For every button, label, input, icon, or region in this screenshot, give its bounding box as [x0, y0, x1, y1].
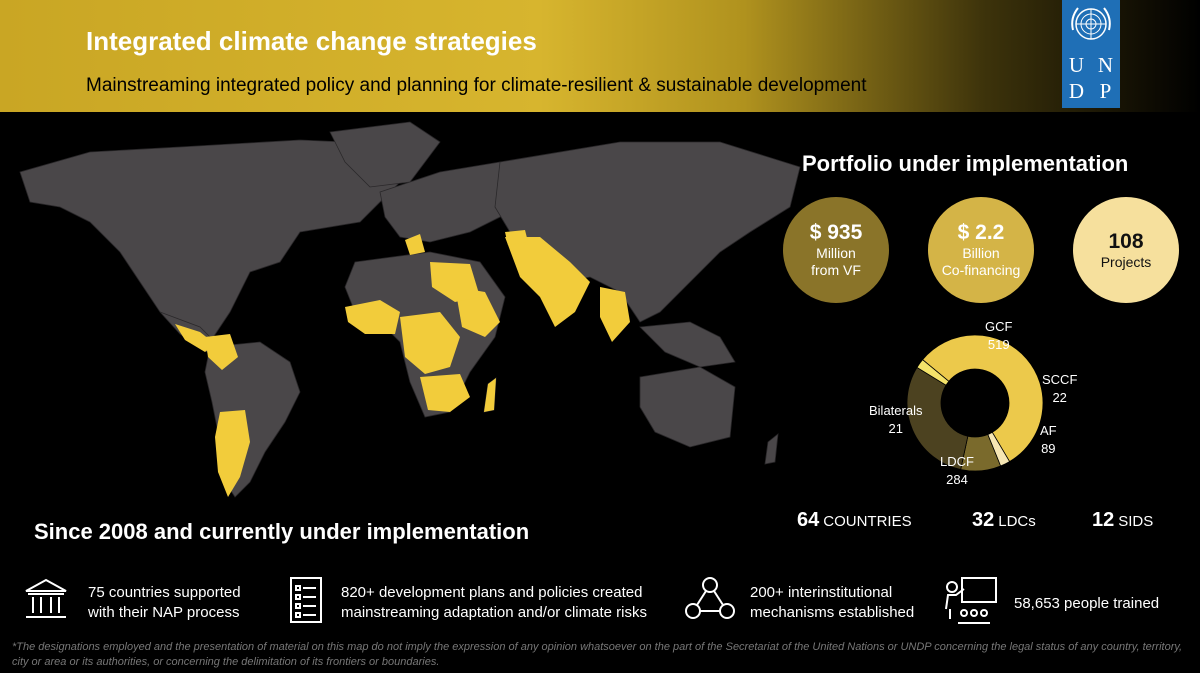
stat-label: LDCs: [998, 513, 1036, 530]
map-highlight-central-america: [175, 324, 215, 352]
map-highlight-madagascar: [484, 378, 496, 412]
donut-label-gcf: GCF 519: [985, 318, 1012, 354]
bubble-projects: 108 Projects: [1073, 197, 1179, 303]
map-disclaimer: *The designations employed and the prese…: [12, 641, 1183, 668]
undp-logo: U N D P: [1062, 0, 1120, 108]
feature-line1: 75 countries supported: [88, 584, 241, 601]
feature-line2: mechanisms established: [750, 604, 915, 621]
donut-label-name: GCF: [985, 319, 1013, 334]
feature-line1: 820+ development plans and policies crea…: [341, 584, 643, 601]
stat-value: 32: [972, 509, 995, 531]
bubble-vf-funding: $ 935 Million from VF: [783, 197, 889, 303]
donut-slice-ldcf: [906, 366, 969, 470]
logo-letter: D: [1068, 79, 1085, 103]
donut-slice-bilaterals: [916, 359, 950, 386]
map-australia: [639, 366, 736, 448]
funding-donut-chart: [906, 334, 1044, 472]
map-highlight-north-africa: [430, 262, 480, 302]
map-highlight-southern-africa: [420, 374, 470, 412]
feature-line1: 200+ interinstitutional: [750, 584, 893, 601]
bubble-cofinancing: $ 2.2 Billion Co-financing: [928, 197, 1034, 303]
portfolio-title: Portfolio under implementation: [802, 151, 1129, 176]
map-highlight-argentina: [215, 410, 250, 497]
feature-line1: 58,653 people trained: [1014, 595, 1160, 612]
donut-label-name: AF: [1040, 423, 1057, 438]
bubble-line1: Million: [816, 245, 856, 261]
map-highlight-colombia: [205, 334, 238, 370]
page-subtitle: Mainstreaming integrated policy and plan…: [86, 75, 867, 96]
page-title: Integrated climate change strategies: [86, 26, 537, 56]
network-people-icon: [685, 577, 735, 619]
bubble-line1: Projects: [1100, 253, 1152, 270]
stat-countries: 64 COUNTRIES: [797, 509, 912, 532]
donut-label-sccf: SCCF 22: [1042, 371, 1077, 407]
logo-letter: U: [1068, 53, 1085, 77]
un-emblem-icon: [1071, 7, 1111, 40]
map-highlight-southeast-asia: [600, 287, 630, 342]
header-banner: [0, 0, 1200, 112]
donut-label-ldcf: LDCF 284: [940, 453, 974, 489]
feature-line2: mainstreaming adaptation and/or climate …: [341, 604, 647, 621]
map-highlight-west-africa: [345, 300, 400, 334]
feature-line2: with their NAP process: [88, 604, 240, 621]
map-highlight-south-asia: [505, 237, 590, 327]
stat-value: 12: [1092, 509, 1115, 531]
bubble-value: $ 935: [809, 221, 863, 244]
training-icon: [945, 577, 997, 624]
world-map: [19, 121, 801, 498]
donut-label-value: 22: [1052, 390, 1067, 405]
logo-letter: N: [1097, 53, 1114, 77]
stat-sids: 12 SIDS: [1092, 509, 1153, 532]
feature-people-trained: 58,653 people trained: [1014, 594, 1159, 614]
institution-icon: [25, 578, 67, 618]
map-highlight-caucasus: [505, 230, 528, 245]
map-north-america: [19, 139, 401, 343]
bubble-line2: Co-financing: [941, 262, 1021, 278]
donut-label-name: Bilaterals: [869, 403, 923, 418]
stat-ldcs: 32 LDCs: [972, 509, 1036, 532]
map-southeast-asia: [639, 321, 736, 368]
donut-label-value: 284: [946, 472, 968, 487]
feature-mechanisms: 200+ interinstitutional mechanisms estab…: [750, 583, 914, 623]
donut-label-af: AF 89: [1040, 422, 1057, 458]
stat-label: SIDS: [1118, 513, 1154, 530]
stat-label: COUNTRIES: [823, 513, 912, 530]
donut-hole: [942, 370, 1008, 436]
donut-slice-gcf: [922, 334, 1044, 463]
donut-label-name: SCCF: [1042, 372, 1078, 387]
map-europe: [379, 161, 531, 243]
feature-development-plans: 820+ development plans and policies crea…: [341, 583, 647, 623]
since-heading: Since 2008 and currently under implement…: [34, 519, 530, 544]
donut-label-value: 89: [1041, 441, 1056, 456]
bubble-value: 108: [1108, 229, 1144, 253]
bubble-line1: Billion: [962, 245, 1000, 261]
feature-nap-support: 75 countries supported with their NAP pr…: [88, 583, 241, 623]
logo-letter: P: [1099, 79, 1112, 103]
donut-label-bilaterals: Bilaterals 21: [869, 402, 922, 438]
map-new-zealand: [764, 433, 779, 465]
donut-label-value: 519: [987, 337, 1010, 352]
map-highlight-europe-east: [405, 234, 425, 255]
document-list-icon: [290, 577, 322, 623]
donut-label-value: 21: [888, 421, 903, 436]
map-highlight-central-africa: [400, 312, 460, 374]
bubble-value: $ 2.2: [957, 221, 1005, 244]
donut-label-name: LDCF: [940, 454, 974, 469]
stat-value: 64: [797, 509, 820, 531]
bubble-line2: from VF: [811, 262, 861, 278]
